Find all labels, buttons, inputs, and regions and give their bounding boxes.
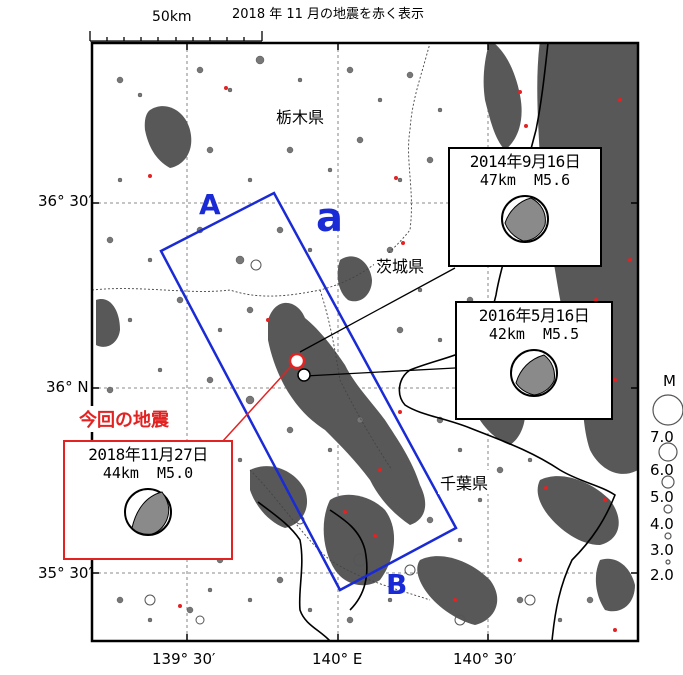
lon-label-140: 140° E bbox=[312, 650, 363, 668]
event-box-2014: 2014年9月16日 47km M5.6 bbox=[448, 147, 602, 267]
magnitude-legend-symbols bbox=[652, 394, 683, 565]
prefecture-tochigi: 栃木県 bbox=[274, 104, 327, 128]
legend-label-4: 4.0 bbox=[650, 515, 674, 533]
lon-label-14030: 140° 30′ bbox=[453, 650, 517, 668]
event-box-2018: 2018年11月27日 44km M5.0 bbox=[63, 440, 233, 560]
map-caption: 2018 年 11 月の地震を赤く表示 bbox=[232, 7, 425, 22]
lat-label-3530: 35° 30′ bbox=[38, 564, 92, 582]
red-events bbox=[148, 86, 632, 632]
focal-mechanism-icon bbox=[501, 195, 549, 243]
epicenter-2014 bbox=[297, 368, 311, 382]
legend-label-7: 7.0 bbox=[650, 428, 674, 446]
scale-label: 50km bbox=[152, 9, 192, 25]
event-date: 2014年9月16日 bbox=[469, 152, 581, 171]
cross-section-region bbox=[159, 191, 458, 592]
prefecture-ibaraki: 茨城県 bbox=[374, 253, 427, 277]
event-detail: 42km M5.5 bbox=[488, 325, 580, 343]
current-quake-label: 今回の地震 bbox=[76, 406, 172, 432]
event-box-2016: 2016年5月16日 42km M5.5 bbox=[455, 301, 613, 420]
legend-title: M bbox=[663, 372, 676, 390]
focal-mechanism-icon bbox=[510, 349, 558, 397]
event-date: 2016年5月16日 bbox=[478, 306, 590, 325]
leader-lines bbox=[299, 267, 456, 377]
region-label: a bbox=[316, 195, 343, 241]
lat-label-36: 36° N bbox=[46, 378, 89, 396]
section-end-label: B bbox=[386, 568, 408, 601]
legend-label-5: 5.0 bbox=[650, 488, 674, 506]
epicenter-2018 bbox=[288, 352, 306, 370]
legend-label-6: 6.0 bbox=[650, 461, 674, 479]
section-start-label: A bbox=[199, 188, 221, 221]
prefecture-chiba: 千葉県 bbox=[438, 470, 491, 494]
frame-ticks bbox=[92, 43, 638, 641]
lat-label-3630: 36° 30′ bbox=[38, 192, 92, 210]
scale-bar bbox=[89, 31, 263, 42]
event-date: 2018年11月27日 bbox=[88, 445, 208, 464]
legend-label-2: 2.0 bbox=[650, 566, 674, 584]
map-frame bbox=[90, 41, 640, 643]
lon-label-13930: 139° 30′ bbox=[152, 650, 216, 668]
event-detail: 47km M5.6 bbox=[479, 171, 571, 189]
prefecture-boundaries bbox=[92, 43, 431, 601]
seismicity-rings bbox=[144, 259, 536, 626]
focal-mechanism-icon bbox=[124, 488, 172, 536]
legend-label-3: 3.0 bbox=[650, 541, 674, 559]
event-detail: 44km M5.0 bbox=[102, 464, 194, 482]
current-quake-leader bbox=[221, 361, 296, 443]
